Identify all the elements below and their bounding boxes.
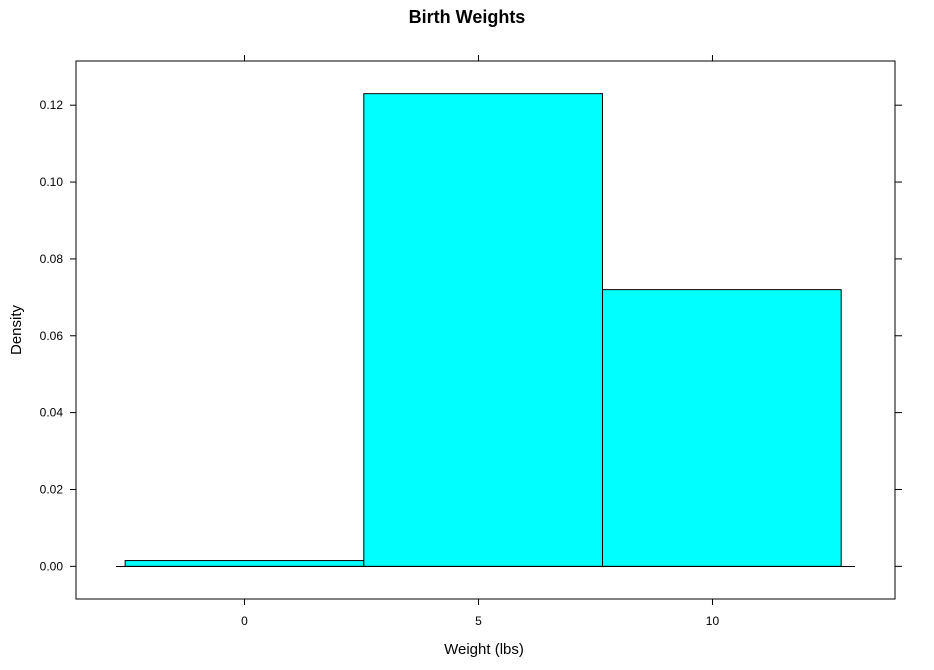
bar-2 bbox=[602, 289, 842, 567]
y-tick-label: 0.08 bbox=[40, 252, 64, 266]
y-tick-label: 0.10 bbox=[40, 175, 64, 189]
y-axis: 0.00 0.02 0.04 0.06 0.08 0.10 0.12 bbox=[40, 98, 902, 573]
x-tick-label: 10 bbox=[706, 614, 720, 628]
bar-0 bbox=[124, 560, 365, 567]
x-tick-label: 0 bbox=[241, 614, 248, 628]
y-axis-label: Density bbox=[8, 304, 25, 355]
x-axis: 0 5 10 bbox=[241, 55, 719, 628]
y-tick-label: 0.04 bbox=[40, 406, 64, 420]
y-tick-label: 0.12 bbox=[40, 98, 64, 112]
x-tick-label: 5 bbox=[475, 614, 482, 628]
bars-group bbox=[124, 93, 842, 567]
y-tick-label: 0.02 bbox=[40, 482, 64, 496]
y-tick-label: 0.06 bbox=[40, 329, 64, 343]
bar-1 bbox=[363, 93, 603, 567]
chart-title: Birth Weights bbox=[409, 7, 526, 27]
y-tick-label: 0.00 bbox=[40, 559, 64, 573]
plot-frame bbox=[75, 60, 896, 600]
x-axis-label: Weight (lbs) bbox=[444, 641, 524, 658]
